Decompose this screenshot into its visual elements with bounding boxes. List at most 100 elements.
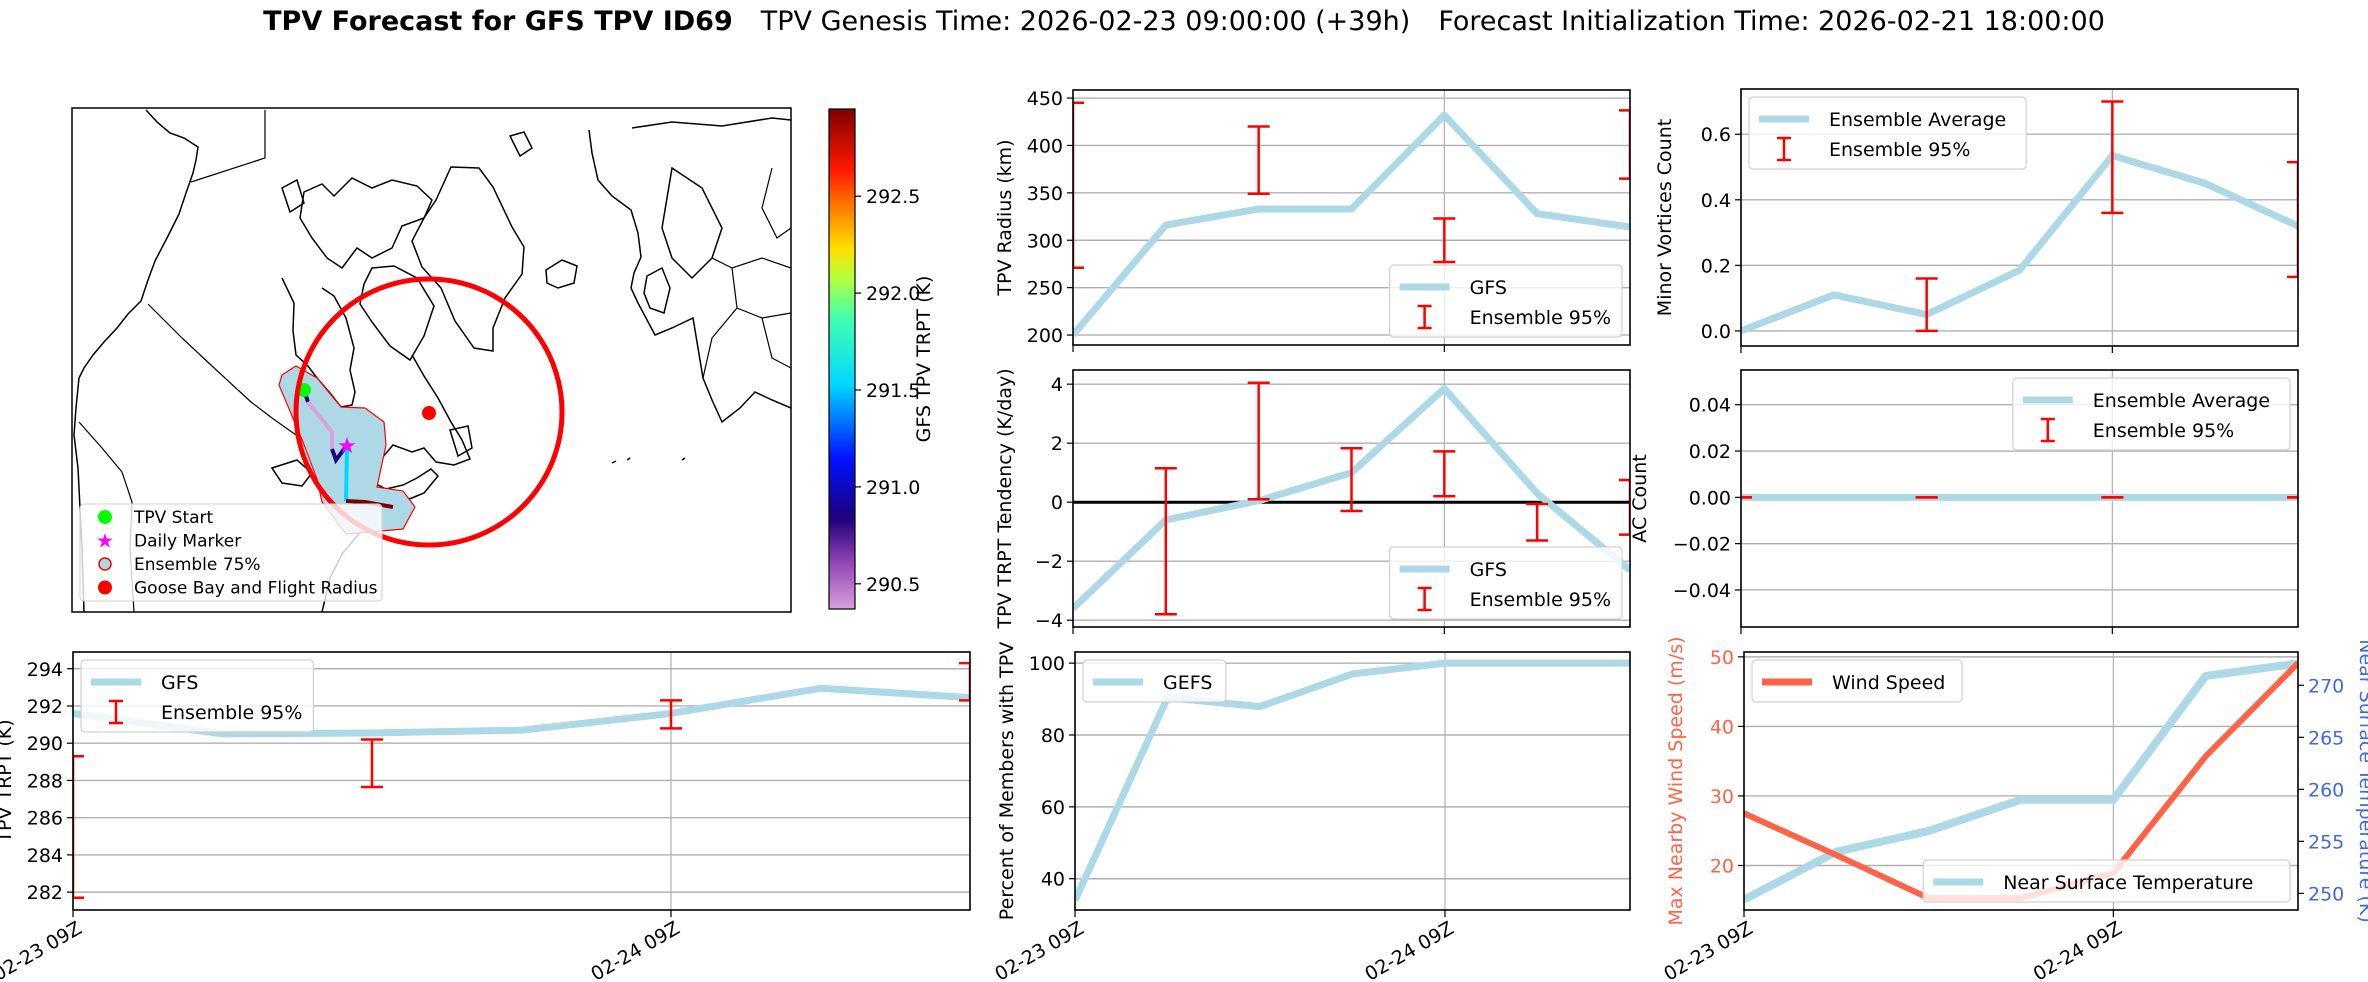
plot-area: [1073, 370, 1630, 627]
legend-label: GFS: [1470, 277, 1507, 299]
y-tick-label: −4: [1035, 610, 1063, 632]
series-line-temperature: [1744, 659, 2298, 904]
y-axis-label: Max Nearby Wind Speed (m/s): [1665, 636, 1687, 925]
legend: GFS Ensemble 95%: [1388, 264, 1623, 338]
legend-box: [1748, 96, 2027, 170]
y-tick-label: 40: [1041, 869, 1065, 891]
title-genesis-time: TPV Genesis Time: 2026-02-23 09:00:00 (+…: [760, 6, 1411, 37]
y-tick-label: −0.04: [1673, 580, 1731, 602]
coastline-iceland: [545, 259, 578, 289]
y2-axis-label: Near Surface Temperature (K): [2355, 639, 2368, 923]
y-tick-label: 290: [27, 733, 63, 755]
chart-ac: −0.04 −0.02 0.00 0.02 0.04 AC Count Ensemble A…: [1629, 369, 2299, 634]
title-main: TPV Forecast for GFS TPV ID69: [263, 6, 733, 37]
y-tick-label: 0.6: [1701, 124, 1731, 146]
border-canada: [147, 303, 297, 436]
y2-tick-label: 260: [2308, 779, 2344, 801]
axes-frame: [1072, 369, 1631, 628]
x-tick-label: 02-23 09Z: [991, 917, 1087, 982]
y-tick-label: 0.00: [1689, 487, 1731, 509]
y-tick-label: −2: [1035, 551, 1063, 573]
chart-wind: 20 30 40 50 Max Nearby Wind Speed (m/s) 250 25…: [1660, 636, 2368, 982]
legend-box: [2012, 377, 2291, 451]
map-legend: TPV Start ★ Daily Marker Ensemble 75% Goose …: [79, 503, 383, 602]
map-panel: ★ TPV Start ★ Daily Marker Ensemble 75% Goos…: [71, 107, 792, 613]
y-tick-label: 350: [1027, 183, 1063, 205]
coastline-azores: [611, 457, 686, 464]
y-tick-label: 288: [27, 770, 63, 792]
x-tick-label: 02-23 09Z: [1660, 917, 1756, 982]
legend: Near Surface Temperature: [1922, 859, 2291, 903]
y-tick-label: 400: [1027, 135, 1063, 157]
legend-label: Ensemble Average: [2093, 390, 2270, 412]
coastline-scandinavia: [631, 117, 791, 280]
axes-frame: [1072, 89, 1631, 346]
y2-tick-label: 265: [2308, 727, 2344, 749]
legend-box: [80, 659, 314, 733]
y-tick-label: 30: [1710, 786, 1734, 808]
tpv-track-segment-red: [345, 499, 394, 509]
map-legend-box: [79, 503, 383, 602]
legend-label: GFS: [1470, 559, 1507, 581]
legend-dot-icon: [98, 580, 112, 595]
colorbar-tick-label: 292.5: [866, 186, 920, 208]
coastline-alaska: [73, 109, 199, 612]
flight-radius-circle: [293, 276, 565, 548]
axes-frame: [1740, 369, 2299, 628]
axes-frame: [1743, 651, 2299, 911]
y-tick-label: 300: [1027, 230, 1063, 252]
y-axis-label: TPV TRPT Tendency (K/day): [994, 368, 1016, 629]
y2-tick-label: 270: [2308, 675, 2344, 697]
x-tick-label: 02-24 09Z: [587, 917, 683, 982]
coastline-island-2: [281, 178, 305, 214]
chart-tendency: −4 −2 0 2 4 TPV TRPT Tendency (K/day) GFS Ensem…: [994, 368, 1631, 634]
y-axis-label: TPV Radius (km): [994, 139, 1016, 296]
legend: Wind Speed: [1751, 659, 1963, 703]
legend: GFS Ensemble 95%: [80, 659, 314, 733]
legend-box: [1082, 659, 1227, 703]
y-tick-label: 282: [27, 882, 63, 904]
plot-area: [73, 652, 970, 910]
colorbar-tick-label: 291.0: [866, 477, 920, 499]
x-tick-label: 02-23 09Z: [0, 917, 86, 982]
legend: GEFS: [1082, 659, 1227, 703]
y-tick-label: 4: [1051, 374, 1063, 396]
chart-radius: 200 250 300 350 400 450 TPV Radius (km) GFS Ense…: [994, 88, 1631, 352]
y-tick-label: 250: [1027, 278, 1063, 300]
colorbar-label: GFS TPV TRPT (K): [913, 276, 935, 443]
legend: Ensemble Average Ensemble 95%: [2012, 377, 2291, 451]
legend-box: [1922, 859, 2291, 903]
y-axis-label: Percent of Members with TPV: [996, 642, 1018, 920]
y-tick-label: 2: [1051, 433, 1063, 455]
legend-label: Ensemble 95%: [161, 702, 302, 724]
y-axis-label: AC Count: [1629, 454, 1651, 542]
legend-label: Ensemble 95%: [1829, 139, 1970, 161]
daily-marker-star: ★: [337, 434, 357, 459]
coastline-great-lakes: [270, 459, 314, 487]
legend-label: Ensemble Average: [1829, 109, 2006, 131]
y-axis-label: TPV TRPT (K): [0, 719, 16, 843]
coastline-greenland: [411, 166, 525, 352]
border-alaska: [190, 110, 266, 183]
y-tick-label: 450: [1027, 88, 1063, 110]
y-tick-label: 0.02: [1689, 441, 1731, 463]
map-legend-label: Goose Bay and Flight Radius: [134, 579, 378, 599]
legend-dot-icon: [98, 510, 112, 524]
colorbar-tick-label: 290.5: [866, 574, 920, 596]
legend-label: Near Surface Temperature: [2003, 872, 2253, 894]
legend-label: Ensemble 95%: [2093, 420, 2234, 442]
legend-box: [1751, 659, 1963, 703]
y-tick-label: −0.02: [1673, 534, 1731, 556]
figure-title: TPV Forecast for GFS TPV ID69 TPV Genesis…: [0, 6, 2368, 37]
legend-label: Ensemble 95%: [1470, 589, 1611, 611]
y-tick-label: 0.2: [1701, 255, 1731, 277]
coastline-arctic-islands: [299, 177, 433, 270]
borders-europe: [702, 167, 791, 379]
tpv-track-segment-violet: [306, 400, 334, 449]
y-tick-label: 20: [1710, 855, 1734, 877]
y-tick-label: 0: [1051, 492, 1063, 514]
axes-frame: [1740, 88, 2299, 347]
y-axis-label: Minor Vortices Count: [1654, 119, 1676, 316]
